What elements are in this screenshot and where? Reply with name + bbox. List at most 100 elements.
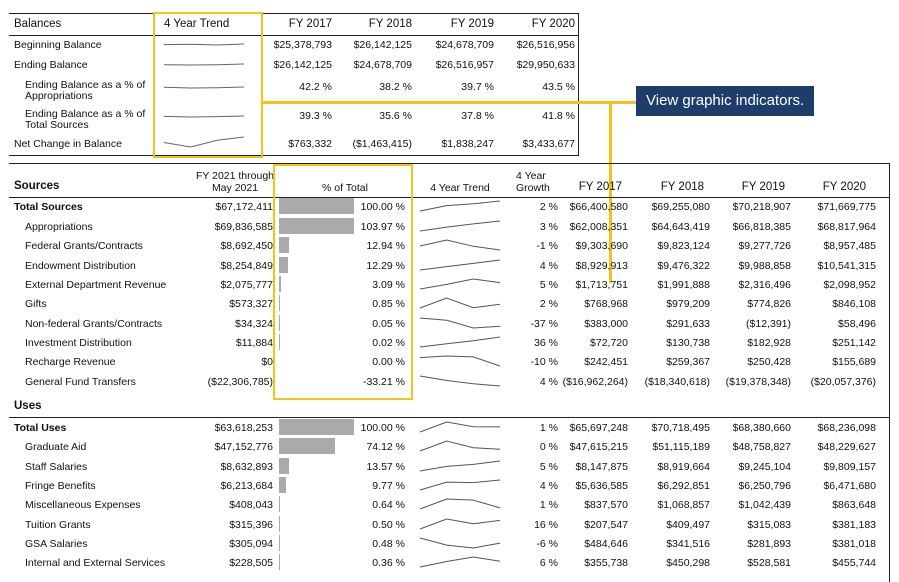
sources-row-label: External Department Revenue: [25, 279, 167, 291]
uses-value-cell: $455,744: [832, 557, 876, 569]
uses-value-cell: $5,636,585: [575, 480, 628, 492]
sources-row-label: Gifts: [25, 298, 47, 310]
sources-value-cell: $2,316,496: [738, 279, 791, 291]
sources-value-cell: $66,400,580: [569, 201, 628, 213]
uses-pct-bar: [279, 438, 335, 454]
sources-trend-sparkline: [419, 220, 501, 232]
uses-value-cell: $8,147,875: [575, 461, 628, 473]
uses-trend-sparkline: [419, 537, 501, 549]
sources-value-cell: $242,451: [584, 356, 628, 368]
sources-value-cell: $62,008,351: [569, 221, 628, 233]
uses-ytd-cell: $408,043: [229, 499, 273, 511]
sources-trend-sparkline: [419, 355, 501, 367]
sources-pct-cell: 0.02 %: [372, 337, 405, 349]
uses-trend-sparkline: [419, 440, 501, 452]
uses-value-cell: $281,893: [747, 538, 791, 550]
uses-pct-bar: [279, 554, 280, 570]
uses-growth-cell: 1 %: [539, 499, 558, 511]
sources-trend-sparkline: [419, 317, 501, 329]
balances-row-label: Ending Balance: [14, 59, 88, 71]
balances-value-cell: 39.7 %: [461, 81, 494, 93]
uses-trend-sparkline: [419, 460, 501, 472]
balances-value-cell: 41.8 %: [542, 110, 575, 122]
balances-value-cell: 42.2 %: [299, 81, 332, 93]
sources-value-cell: $9,988,858: [738, 260, 791, 272]
balances-value-cell: $24,678,709: [435, 39, 494, 51]
uses-value-cell: $381,183: [832, 519, 876, 531]
sources-growth-cell: 3 %: [539, 221, 558, 233]
detail-right-border: [889, 163, 890, 582]
uses-pct-bar: [279, 496, 280, 512]
uses-header-border: [9, 417, 890, 418]
sources-row-label: Non-federal Grants/Contracts: [25, 318, 163, 330]
graphic-indicators-callout[interactable]: View graphic indicators.: [636, 86, 815, 116]
sources-row-label: Federal Grants/Contracts: [25, 240, 143, 252]
balances-value-cell: $29,950,633: [516, 59, 575, 71]
uses-value-cell: $1,068,857: [657, 499, 710, 511]
uses-pct-cell: 13.57 %: [366, 461, 405, 473]
uses-value-cell: $528,581: [747, 557, 791, 569]
sources-pct-bar: [279, 334, 280, 350]
uses-value-cell: $68,380,660: [732, 422, 791, 434]
uses-pct-cell: 0.48 %: [372, 538, 405, 550]
sources-row-label: Appropriations: [25, 221, 93, 233]
balances-year-header: FY 2018: [368, 18, 412, 30]
sources-growth-cell: -1 %: [536, 240, 558, 252]
sources-value-cell: $64,643,419: [651, 221, 710, 233]
sources-ytd-cell: $67,172,411: [215, 201, 273, 213]
sources-pct-cell: 103.97 %: [360, 221, 405, 233]
sources-pct-cell: 0.00 %: [372, 356, 405, 368]
uses-pct-cell: 0.50 %: [372, 519, 405, 531]
sources-row-label: Investment Distribution: [25, 337, 132, 349]
sources-value-cell: $8,957,485: [823, 240, 876, 252]
uses-row-label: Staff Salaries: [25, 461, 88, 473]
sources-ytd-cell: $11,884: [235, 337, 273, 349]
sources-value-cell: $10,541,315: [817, 260, 876, 272]
uses-pct-bar: [279, 516, 280, 532]
uses-ytd-cell: $6,213,684: [220, 480, 273, 492]
uses-value-cell: $315,083: [747, 519, 791, 531]
uses-ytd-cell: $228,505: [229, 557, 273, 569]
uses-growth-cell: 0 %: [539, 441, 558, 453]
sources-value-cell: ($16,962,264): [562, 376, 628, 388]
sources-value-cell: $68,817,964: [817, 221, 876, 233]
uses-pct-bar: [279, 477, 287, 493]
balances-row-label: Net Change in Balance: [14, 138, 122, 150]
sources-pct-cell: 0.85 %: [372, 298, 405, 310]
uses-trend-sparkline: [419, 556, 501, 568]
sources-pct-bar: [279, 218, 354, 234]
uses-value-cell: $341,516: [666, 538, 710, 550]
uses-growth-cell: 4 %: [539, 480, 558, 492]
balances-row-label: Ending Balance as a % of Total Sources: [25, 108, 146, 131]
growth-column-header: 4 Year Growth: [516, 170, 550, 194]
detail-year-header: FY 2020: [822, 181, 866, 193]
detail-top-border: [9, 163, 890, 164]
uses-ytd-cell: $47,152,776: [214, 441, 273, 453]
balances-trend-sparkline: [163, 63, 245, 66]
balances-row-label: Beginning Balance: [14, 39, 102, 51]
balances-value-cell: 37.8 %: [461, 110, 494, 122]
balances-header-border: [9, 35, 579, 36]
sources-trend-sparkline: [419, 239, 501, 251]
balances-value-cell: $763,332: [288, 138, 332, 150]
balances-trend-sparkline: [163, 136, 245, 148]
uses-row-label: Tuition Grants: [25, 519, 91, 531]
uses-ytd-cell: $315,396: [229, 519, 273, 531]
uses-value-cell: $381,018: [832, 538, 876, 550]
balances-value-cell: $26,142,125: [273, 59, 332, 71]
uses-trend-sparkline: [419, 498, 501, 510]
sources-ytd-cell: $0: [261, 356, 273, 368]
sources-growth-cell: -37 %: [530, 318, 558, 330]
uses-growth-cell: 6 %: [539, 557, 558, 569]
uses-growth-cell: -6 %: [536, 538, 558, 550]
uses-section-title: Uses: [14, 400, 42, 412]
sources-value-cell: $70,218,907: [732, 201, 791, 213]
uses-row-label: Fringe Benefits: [25, 480, 96, 492]
balances-value-cell: 35.6 %: [379, 110, 412, 122]
uses-pct-cell: 0.36 %: [372, 557, 405, 569]
sources-pct-bar: [279, 237, 289, 253]
uses-value-cell: $48,229,627: [817, 441, 876, 453]
sources-pct-cell: -33.21 %: [362, 376, 405, 388]
uses-value-cell: $863,648: [832, 499, 876, 511]
uses-value-cell: $48,758,827: [732, 441, 791, 453]
